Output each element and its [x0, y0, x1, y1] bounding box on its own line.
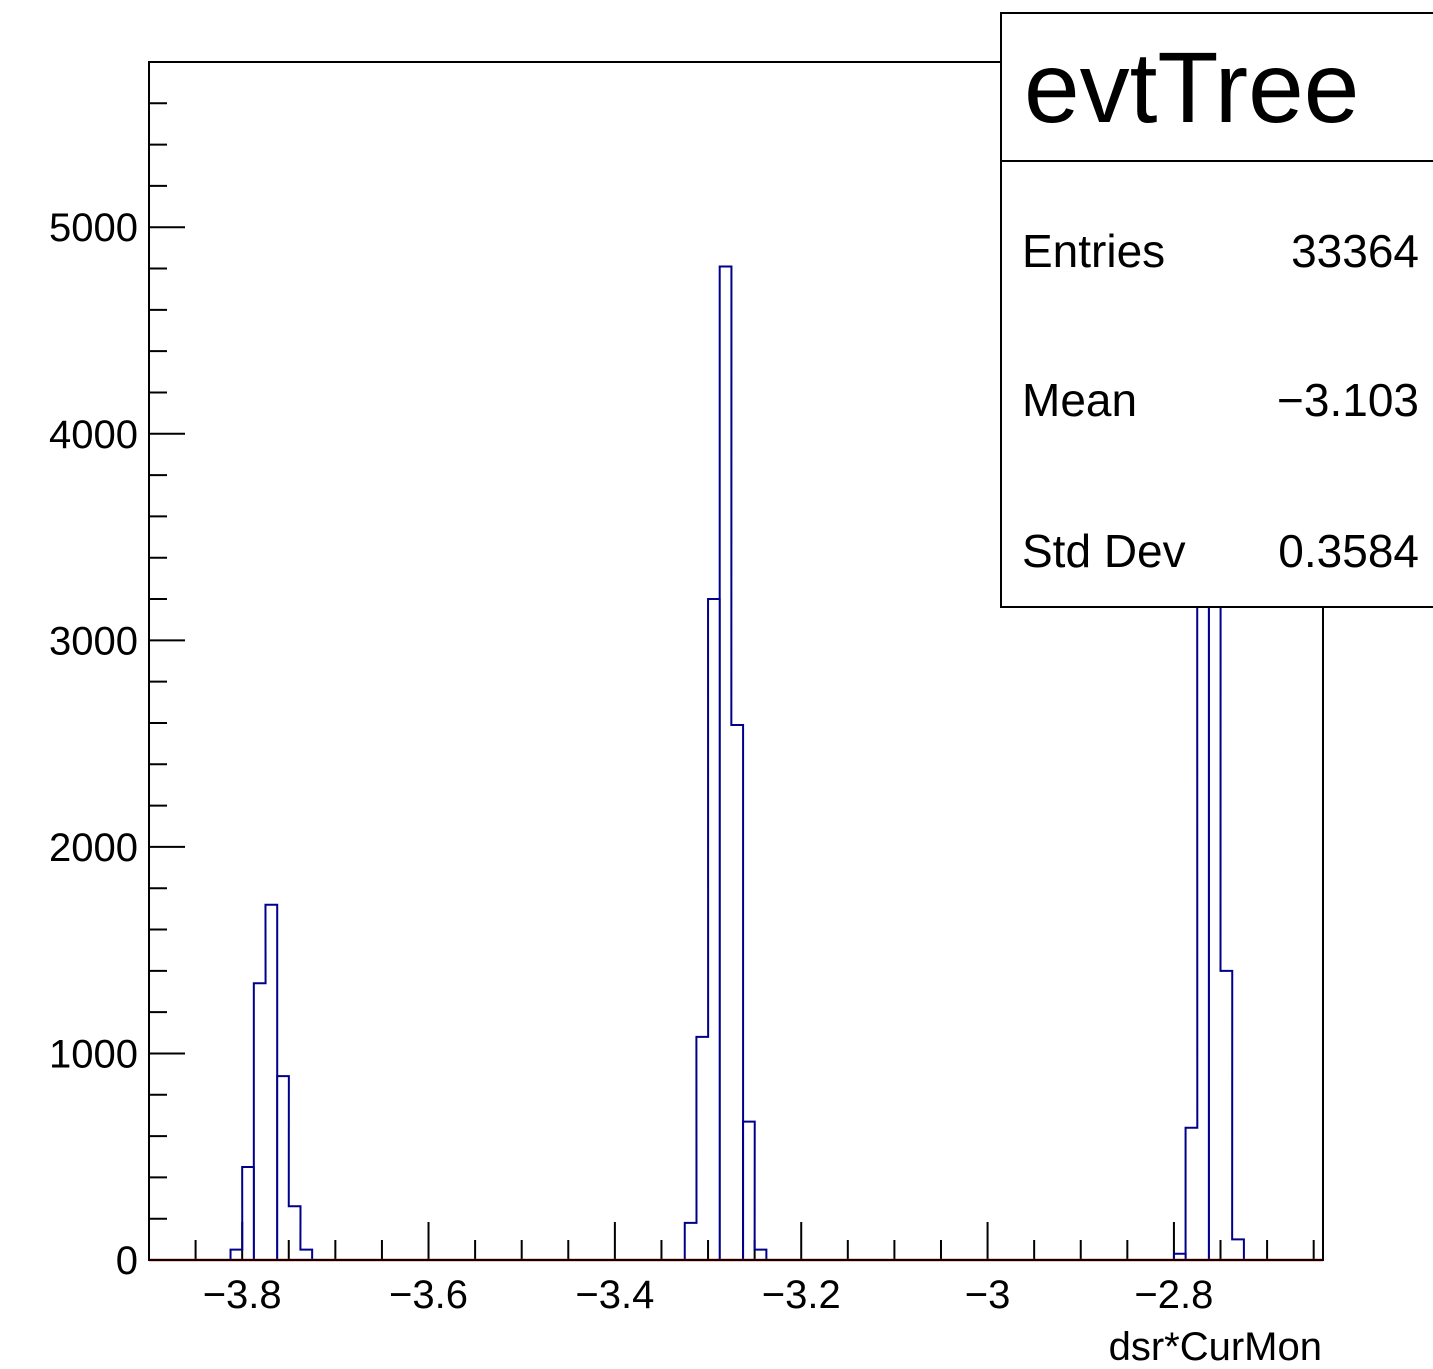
stats-row-entries: Entries 33364: [1002, 224, 1433, 284]
histogram-bin: [755, 1250, 767, 1260]
histogram-bin: [1209, 558, 1221, 1260]
entries-value: 33364: [1291, 225, 1419, 277]
y-tick-label: 0: [116, 1239, 138, 1283]
x-axis-label: dsr*CurMon: [1109, 1325, 1322, 1369]
histogram-bin: [743, 1122, 755, 1260]
histogram-bin: [254, 983, 266, 1260]
y-tick-label: 2000: [49, 826, 138, 870]
histogram-bin: [1221, 971, 1233, 1260]
y-tick-label: 4000: [49, 413, 138, 457]
x-tick-label: −3.2: [762, 1273, 841, 1317]
histogram-bin: [242, 1167, 254, 1260]
stats-box: evtTree Entries 33364 Mean −3.103 Std De…: [1000, 12, 1433, 608]
histogram-bin: [1186, 1128, 1198, 1260]
histogram-bin: [1232, 1239, 1244, 1260]
stddev-label: Std Dev: [1022, 525, 1186, 577]
histogram-bin: [231, 1250, 243, 1260]
histogram-bin: [685, 1223, 697, 1260]
mean-value: −3.103: [1277, 374, 1419, 426]
histogram-bin: [708, 599, 720, 1260]
histogram-bin: [720, 266, 732, 1260]
histogram-bin: [696, 1037, 708, 1260]
x-tick-label: −3.4: [575, 1273, 654, 1317]
tick-labels: −3.8 −3.6 −3.4 −3.2 −3 −2.8 0 1000 2000 3000 4000 5…: [49, 206, 1213, 1317]
y-tick-label: 3000: [49, 619, 138, 663]
x-tick-label: −3.8: [203, 1273, 282, 1317]
histogram-bin: [277, 1076, 289, 1260]
histogram-outline: [229, 265, 1245, 1260]
histogram-bin: [731, 725, 743, 1260]
stats-row-mean: Mean −3.103: [1002, 373, 1433, 433]
x-tick-label: −3: [965, 1273, 1011, 1317]
plot-frame: [148, 61, 1324, 1261]
stats-title: evtTree: [1002, 14, 1433, 162]
mean-label: Mean: [1022, 374, 1138, 426]
histogram-bin: [265, 905, 277, 1260]
histogram-bin: [289, 1206, 301, 1260]
y-tick-label: 5000: [49, 206, 138, 250]
stats-row-stddev: Std Dev 0.3584: [1002, 524, 1433, 584]
histogram-bin: [300, 1250, 312, 1260]
entries-label: Entries: [1022, 225, 1166, 277]
y-tick-label: 1000: [49, 1032, 138, 1076]
stddev-value: 0.3584: [1278, 525, 1419, 577]
x-tick-label: −3.6: [389, 1273, 468, 1317]
histogram-bin: [1197, 578, 1209, 1260]
x-tick-label: −2.8: [1134, 1273, 1213, 1317]
